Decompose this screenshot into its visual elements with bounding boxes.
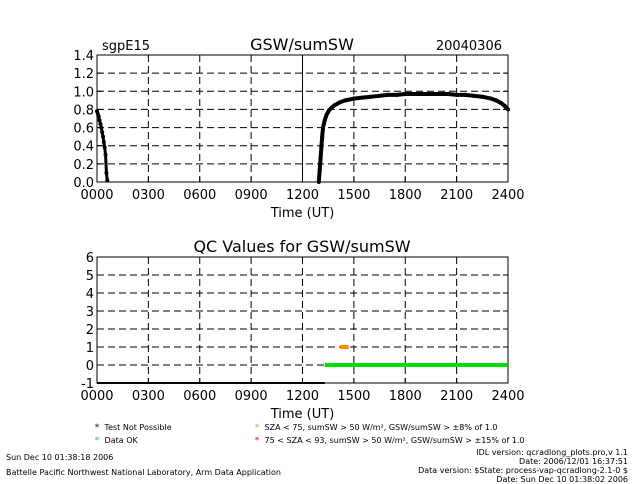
lab-credit: Battelle Pacific Northwest National Labo…	[6, 468, 281, 477]
y-tick-label: 4	[86, 287, 94, 302]
x-tick-label: 0000	[80, 188, 113, 203]
x-tick-label: 0600	[183, 389, 216, 404]
y-tick-label: 0.8	[73, 103, 94, 118]
y-tick-label: 0.0	[73, 176, 94, 191]
x-tick-label: 2100	[440, 188, 473, 203]
legend-item-sza-93: * 75 < SZA < 93, sumSW > 50 W/m², GSW/su…	[252, 436, 525, 446]
data-trace-morning	[95, 110, 109, 181]
legend-item-test-not-possible: * Test Not Possible	[92, 423, 172, 433]
x-tick-label: 2100	[440, 389, 473, 404]
x-tick-label: 1200	[286, 389, 319, 404]
x-tick-label: 0300	[132, 389, 165, 404]
legend-item-data-ok: * Data OK	[92, 436, 138, 446]
x-tick-label: 1800	[389, 188, 422, 203]
x-tick-label: 2400	[491, 188, 524, 203]
legend-label: 75 < SZA < 93, sumSW > 50 W/m², GSW/sumS…	[264, 436, 525, 445]
top-panel: 0.0 0.2 0.4 0.6 0.8 1.0 1.2 1.4 0000 0300 0600 0900…	[73, 35, 524, 221]
y-tick-label: 1.2	[73, 67, 94, 82]
y-tick-label: 6	[86, 251, 94, 266]
x-tick-label: 1500	[337, 389, 370, 404]
legend-label: Test Not Possible	[104, 423, 172, 432]
idl-date: Date: 2006/12/01 16:37:51	[519, 457, 628, 466]
legend-marker: *	[254, 423, 260, 433]
legend-label: Data OK	[104, 436, 138, 445]
site-label: sgpE15	[102, 39, 150, 54]
created-timestamp: Sun Dec 10 01:38:18 2006	[6, 453, 114, 462]
legend-item-sza-75: * SZA < 75, sumSW > 50 W/m², GSW/sumSW >…	[252, 423, 498, 433]
version-info: IDL version: qcradlong_plots.pro,v 1.1 D…	[418, 448, 628, 484]
x-tick-label: 0900	[235, 188, 268, 203]
y-tick-label: 3	[86, 305, 94, 320]
x-tick-label: 2400	[491, 389, 524, 404]
x-tick-label: 0300	[132, 188, 165, 203]
data-version: Data version: $State: process-vap-qcradl…	[418, 466, 628, 475]
chart-title: GSW/sumSW	[250, 35, 354, 54]
x-tick-label: 1500	[337, 188, 370, 203]
x-tick-label: 0600	[183, 188, 216, 203]
legend-marker: *	[254, 436, 260, 446]
legend-marker: *	[94, 423, 100, 433]
y-tick-label: 5	[86, 269, 94, 284]
x-tick-label: 0900	[235, 389, 268, 404]
y-tick-label: 0.4	[73, 140, 94, 155]
data-trace-day	[316, 92, 510, 183]
x-axis-label: Time (UT)	[270, 407, 335, 422]
legend-marker: *	[94, 436, 100, 446]
x-tick-label: 1800	[389, 389, 422, 404]
y-tick-label: 0.2	[73, 158, 94, 173]
qc-chart-title: QC Values for GSW/sumSW	[193, 237, 410, 256]
y-tick-label: 2	[86, 323, 94, 338]
y-tick-label: 0	[86, 359, 94, 374]
qc-panel: -1 0 1 2 3 4 5 6 0000 0300 0600 0900 1200 1500 1800 210…	[80, 237, 524, 422]
y-tick-label: 1.0	[73, 85, 94, 100]
legend-label: SZA < 75, sumSW > 50 W/m², GSW/sumSW > ±…	[264, 423, 498, 432]
x-tick-label: 0000	[80, 389, 113, 404]
y-tick-label: -1	[81, 377, 94, 392]
date-label: 20040306	[436, 39, 502, 54]
y-tick-label: 0.6	[73, 122, 94, 137]
y-tick-label: 1.4	[73, 49, 94, 64]
x-tick-label: 1200	[286, 188, 319, 203]
x-axis-label: Time (UT)	[270, 206, 335, 221]
y-tick-label: 1	[86, 341, 94, 356]
idl-version: IDL version: qcradlong_plots.pro,v 1.1	[476, 448, 628, 457]
